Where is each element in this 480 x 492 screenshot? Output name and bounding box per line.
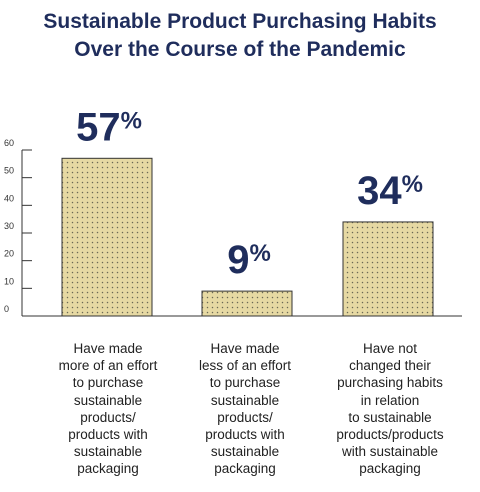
y-tick-label: 50 [4,166,14,176]
bar [201,290,293,317]
y-tick-label: 0 [4,304,9,314]
chart-title-line-2: Over the Course of the Pandemic [74,38,406,61]
bar [61,157,153,317]
chart-title: Sustainable Product Purchasing Habits Ov… [0,8,480,64]
bar-value-label: 57% [76,105,142,149]
bar-value-label: 9% [227,238,271,282]
bar [342,221,434,317]
y-tick-label: 30 [4,221,14,231]
chart-title-line-1: Sustainable Product Purchasing Habits [43,10,437,33]
x-category-label: Have made less of an effort to purchase … [198,341,292,477]
x-category-label: Have not changed their purchasing habits… [336,341,444,477]
bar-value-label: 34% [357,169,423,213]
y-tick-label: 60 [4,138,14,148]
y-tick-label: 20 [4,249,14,259]
y-tick-label: 40 [4,193,14,203]
x-category-label: Have made more of an effort to purchase … [58,341,158,477]
y-tick-label: 10 [4,276,14,286]
